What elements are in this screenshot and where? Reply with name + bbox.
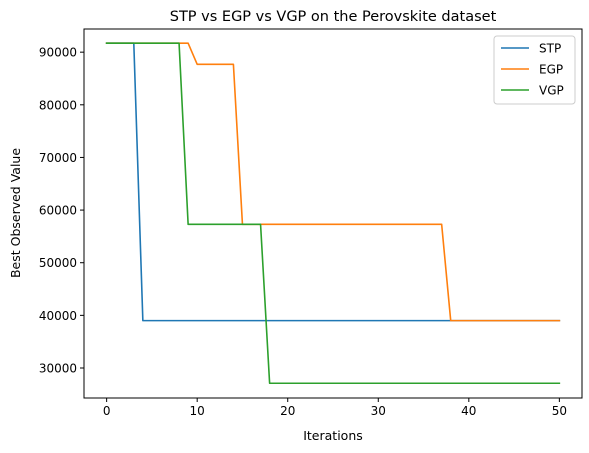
chart-title: STP vs EGP vs VGP on the Perovskite data… [170,9,497,25]
y-axis: 30000 40000 50000 60000 70000 80000 90000 [39,46,84,375]
y-tick-label: 90000 [39,46,77,60]
x-tick-label: 20 [280,404,295,418]
plot-frame [83,28,583,399]
y-tick-label: 60000 [39,204,77,218]
y-tick-label: 50000 [39,256,77,270]
legend-label-vgp: VGP [539,84,564,98]
x-tick-label: 50 [552,404,567,418]
plot-lines [105,42,561,385]
series-line-egp [105,42,561,322]
legend-label-egp: EGP [539,63,563,77]
x-tick-label: 10 [190,404,205,418]
y-tick-label: 80000 [39,98,77,112]
legend-label-stp: STP [539,42,561,56]
x-tick-label: 30 [371,404,386,418]
y-tick-label: 40000 [39,309,77,323]
legend-frame [493,35,576,105]
x-axis-label: Iterations [303,428,363,443]
y-tick-label: 70000 [39,151,77,165]
series-line-stp [105,42,561,322]
series-line-vgp [105,42,561,385]
x-axis: 0 10 20 30 40 50 [103,398,567,418]
x-tick-label: 40 [461,404,476,418]
y-axis-label: Best Observed Value [8,148,23,278]
legend: STP EGP VGP [493,35,576,105]
y-tick-label: 30000 [39,361,77,375]
x-tick-label: 0 [103,404,111,418]
